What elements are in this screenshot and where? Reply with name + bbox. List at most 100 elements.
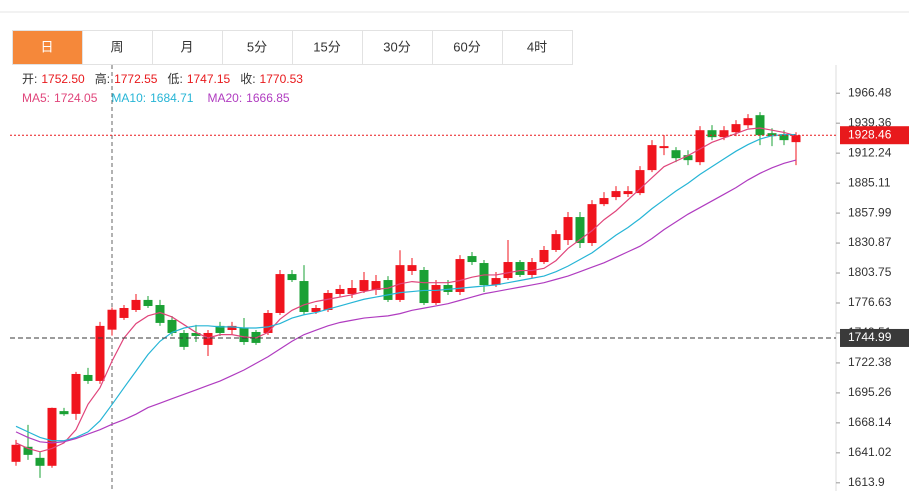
legend-label: 开: [22, 72, 37, 86]
candle-body [671, 150, 681, 159]
y-tick-label: 1695.26 [848, 385, 892, 399]
price-label: 1928.46 [848, 127, 892, 141]
candle-body [743, 118, 753, 126]
y-tick-label: 1613.9 [848, 475, 885, 489]
candle-body [443, 285, 453, 292]
y-tick-label: 1668.14 [848, 415, 892, 429]
candle-body [35, 457, 45, 466]
candle-body [371, 281, 381, 290]
tab-label: 5分 [247, 39, 267, 54]
legend-value: 1747.15 [187, 72, 231, 86]
tab-label: 周 [110, 39, 123, 54]
y-tick-label: 1912.24 [848, 145, 892, 159]
candle-body [11, 444, 21, 462]
tab[interactable] [362, 30, 433, 65]
candle-body [695, 130, 705, 163]
y-tick-label: 1966.48 [848, 85, 892, 99]
tab[interactable] [152, 30, 223, 65]
tab-label: 4时 [527, 39, 547, 54]
price-label-box [840, 126, 909, 145]
candle-body [323, 292, 333, 310]
candle-body [575, 217, 585, 244]
candle-body [395, 265, 405, 300]
candle-body [635, 170, 645, 194]
y-tick-label: 1641.02 [848, 445, 892, 459]
candle-body [527, 262, 537, 275]
ma-line [15, 127, 797, 453]
tab[interactable] [82, 30, 153, 65]
candle-body [551, 234, 561, 250]
candle-body [203, 332, 213, 345]
ma-line [15, 159, 797, 444]
tab[interactable] [12, 30, 83, 65]
candle-body [227, 325, 237, 330]
candle-body [59, 411, 69, 415]
candle-body [47, 407, 57, 466]
candle-body [131, 299, 141, 310]
y-tick-label: 1857.99 [848, 205, 892, 219]
candle-body [215, 325, 225, 333]
candle-body [515, 262, 525, 275]
candle-body [119, 308, 129, 318]
candle-body [335, 288, 345, 294]
tab[interactable] [222, 30, 293, 65]
candle-body [503, 262, 513, 279]
legend-value: 1684.71 [150, 91, 194, 105]
candle-body [611, 191, 621, 198]
candle-body [311, 308, 321, 312]
candle-body [107, 309, 117, 330]
candle-body [587, 204, 597, 244]
candle-body [599, 198, 609, 205]
legend-label: 收: [240, 72, 255, 86]
candle-body [563, 217, 573, 241]
candle-body [179, 332, 189, 347]
candle-body [467, 256, 477, 263]
tab[interactable] [432, 30, 503, 65]
legend-value: 1666.85 [246, 91, 290, 105]
candle-body [479, 263, 489, 286]
candle-body [647, 145, 657, 171]
candle-body [23, 446, 33, 455]
legend-value: 1770.53 [260, 72, 304, 86]
candle-body [791, 135, 801, 143]
legend-value: 1724.05 [54, 91, 98, 105]
legend-value: 1772.55 [114, 72, 158, 86]
candle-body [263, 312, 273, 333]
legend-label: MA5: [22, 91, 50, 105]
candle-body [719, 130, 729, 138]
candle-body [779, 134, 789, 141]
legend-label: 低: [167, 72, 182, 86]
candle-body [71, 373, 81, 414]
candle-body [299, 281, 309, 312]
y-tick-label: 1722.38 [848, 355, 892, 369]
candle-body [407, 265, 417, 271]
tab[interactable] [502, 30, 573, 65]
tab-label: 月 [180, 39, 193, 54]
price-label: 1744.99 [848, 330, 892, 344]
candle-body [95, 325, 105, 381]
candle-body [359, 280, 369, 291]
candle-body [455, 259, 465, 292]
tab-label: 日 [40, 39, 53, 54]
candle-body [143, 299, 153, 307]
candle-body [155, 305, 165, 323]
candle-body [491, 278, 501, 286]
candle-body [539, 249, 549, 263]
candle-body [419, 269, 429, 304]
candle-body [683, 155, 693, 161]
y-tick-label: 1776.63 [848, 295, 892, 309]
candle-body [383, 280, 393, 300]
candle-body [347, 288, 357, 294]
legend-label: MA20: [207, 91, 242, 105]
y-tick-label: 1830.87 [848, 235, 892, 249]
candle-body [83, 374, 93, 381]
candle-body [431, 285, 441, 304]
candle-body [767, 133, 777, 137]
y-tick-label: 1939.36 [848, 115, 892, 129]
legend-row: MA5: 1724.05 MA10: 1684.71 MA20: 1666.85 [22, 91, 290, 105]
legend-value: 1752.50 [41, 72, 85, 86]
candle-body [659, 146, 669, 149]
ma-line [15, 134, 796, 442]
legend-label: MA10: [111, 91, 146, 105]
